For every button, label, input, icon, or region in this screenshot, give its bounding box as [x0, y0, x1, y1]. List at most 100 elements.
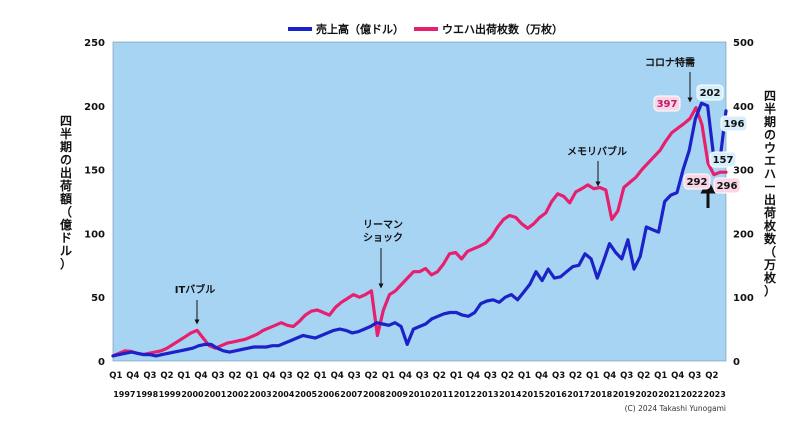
x-quarter-label: Q4 [263, 371, 276, 381]
x-year-label: 2001 [204, 390, 227, 399]
right-axis-ticks: 0 100 200 300 400 500 [733, 38, 754, 368]
data-label-wafer-peak: 397 [657, 99, 678, 110]
x-year-label: 2000 [181, 390, 204, 399]
left-axis-title-char: 四 [60, 114, 72, 128]
x-quarter-label: Q3 [143, 371, 156, 381]
x-quarter-label: Q1 [654, 371, 667, 381]
x-quarter-label: Q4 [467, 371, 480, 381]
x-year-label: 2009 [386, 390, 409, 399]
x-quarter-label: Q4 [194, 371, 207, 381]
annotations: ITバブル リーマン ショック メモリバブル コロナ特需 [175, 56, 716, 325]
left-axis-title-char: ル [60, 244, 72, 258]
right-axis-title-char: 枚 [764, 218, 777, 233]
data-label-box [696, 84, 724, 101]
data-label-wafer-low: 292 [687, 177, 708, 188]
x-year-label: 2008 [363, 390, 386, 399]
left-tick-label: 100 [84, 229, 105, 240]
x-year-label: 2022 [681, 390, 703, 399]
annotation-lehman-line2: ショック [363, 232, 403, 244]
left-axis-title-char: 出 [60, 165, 72, 180]
right-tick-label: 100 [733, 293, 754, 304]
right-axis-title-char: ー [764, 180, 776, 194]
x-quarter-label: Q1 [245, 371, 258, 381]
x-quarter-label: Q3 [552, 371, 565, 381]
x-year-label: 1998 [136, 390, 159, 399]
left-axis-title-char: ド [60, 231, 72, 245]
data-label-box [653, 95, 681, 112]
x-quarter-label: Q2 [160, 371, 173, 381]
x-year-label: 2023 [704, 390, 726, 399]
left-tick-label: 150 [84, 166, 105, 177]
data-label-revenue-peak: 202 [700, 88, 721, 99]
right-axis-title-char: エ [764, 154, 776, 168]
x-quarter-label: Q1 [586, 371, 599, 381]
x-year-label: 2005 [295, 390, 318, 399]
x-quarter-label: Q2 [637, 371, 650, 381]
x-year-label: 2004 [272, 390, 295, 399]
x-quarter-label: Q1 [314, 371, 327, 381]
right-axis-title-char: 数 [764, 231, 777, 246]
left-axis-title-char: の [60, 153, 72, 167]
left-axis-title-char: 億 [60, 217, 72, 232]
x-axis-quarter-labels: Q1 Q4 Q3 Q2 Q1 Q4 Q3 Q2 Q1 Q4 Q3 Q2 Q1 Q4 Q3 Q2 Q1 Q4 Q3 Q2… [109, 371, 718, 381]
right-tick-label: 400 [733, 102, 754, 113]
x-year-label: 2014 [499, 390, 522, 399]
annotation-corona-demand: コロナ特需 [645, 56, 695, 69]
x-quarter-label: Q3 [484, 371, 497, 381]
x-year-label: 2017 [567, 390, 589, 399]
right-axis-title-char: （ [764, 244, 776, 259]
copyright-note: (C) 2024 Takashi Yunogami [625, 404, 726, 413]
x-quarter-label: Q4 [671, 371, 684, 381]
x-quarter-label: Q1 [109, 371, 122, 381]
annotation-it-bubble: ITバブル [175, 283, 216, 296]
x-year-label: 1997 [113, 390, 135, 399]
left-axis-title-char: ） [60, 256, 72, 271]
right-axis-title-char: 万 [763, 258, 776, 272]
right-axis-title-char: ハ [764, 167, 776, 181]
right-tick-label: 0 [733, 357, 740, 368]
x-year-label: 2002 [227, 390, 249, 399]
x-quarter-label: Q4 [399, 371, 412, 381]
plot-area [112, 41, 727, 362]
x-quarter-label: Q1 [450, 371, 463, 381]
legend: 売上高（億ドル） ウエハ出荷枚数（万枚） [288, 22, 563, 36]
right-tick-label: 300 [733, 166, 754, 177]
x-year-label: 2011 [431, 390, 454, 399]
x-year-label: 2016 [545, 390, 568, 399]
left-tick-label: 200 [84, 102, 105, 113]
series-lines [111, 101, 728, 358]
annotation-memory-bubble: メモリバブル [567, 145, 627, 158]
x-year-label: 2012 [454, 390, 476, 399]
x-quarter-label: Q2 [228, 371, 241, 381]
left-tick-label: 250 [84, 38, 105, 49]
series-line-revenue [111, 101, 728, 358]
x-year-label: 2010 [408, 390, 431, 399]
left-tick-label: 0 [98, 357, 105, 368]
x-quarter-label: Q2 [501, 371, 514, 381]
x-quarter-label: Q4 [126, 371, 139, 381]
data-label-revenue-low: 157 [713, 155, 734, 166]
right-axis-title-char: 枚 [764, 270, 777, 285]
x-quarter-label: Q2 [569, 371, 582, 381]
x-quarter-label: Q4 [535, 371, 548, 381]
x-quarter-label: Q3 [280, 371, 293, 381]
left-axis-title-char: 期 [60, 139, 72, 154]
x-quarter-label: Q3 [348, 371, 361, 381]
left-axis-title-char: 額 [59, 191, 72, 206]
x-year-label: 2007 [340, 390, 362, 399]
data-label-box [683, 173, 711, 190]
x-year-label: 2003 [249, 390, 271, 399]
data-labels: 397 202 196 157 292 296 [653, 84, 748, 194]
data-label-box [709, 151, 737, 168]
right-tick-label: 500 [733, 38, 754, 49]
left-axis-title-char: 半 [60, 126, 72, 141]
x-quarter-label: Q1 [382, 371, 395, 381]
x-quarter-label: Q4 [603, 371, 616, 381]
x-quarter-label: Q3 [620, 371, 633, 381]
data-label-box [713, 177, 741, 194]
annotation-lehman-line1: リーマン [363, 219, 403, 231]
data-label-box [720, 115, 748, 132]
